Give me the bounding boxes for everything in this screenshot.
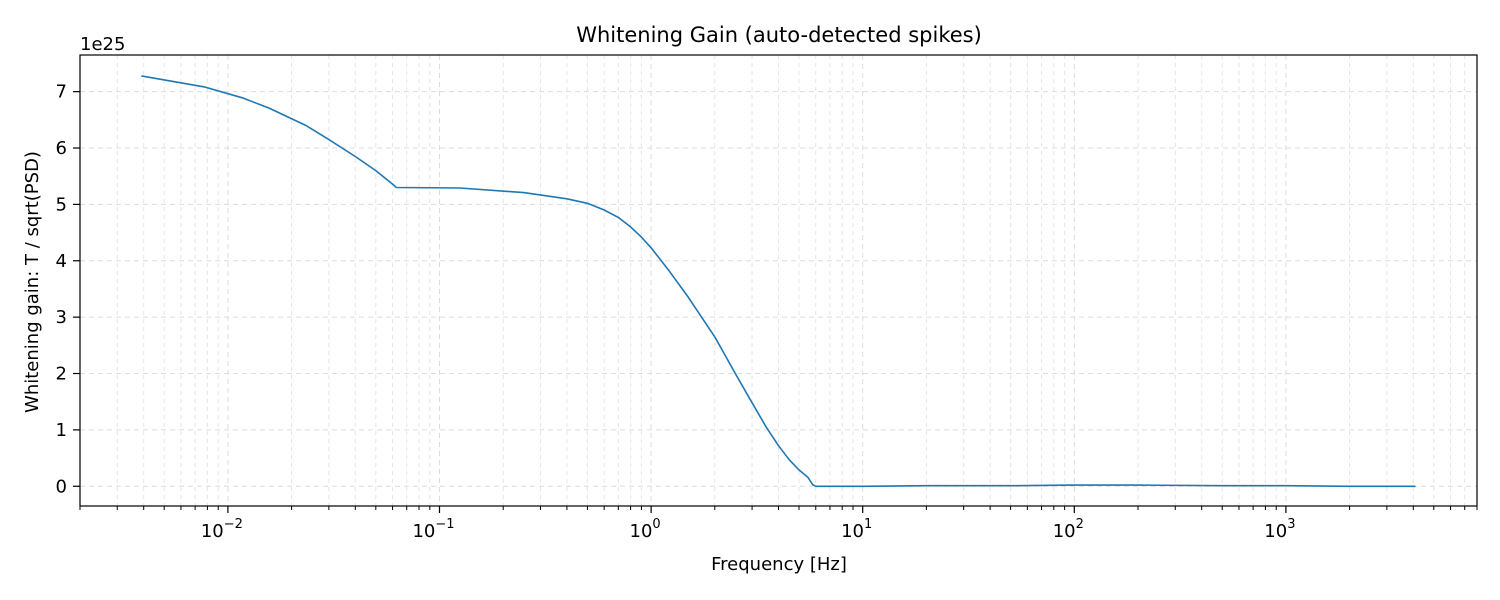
y-tick-label: 7 xyxy=(56,82,67,103)
x-tick-label: 102 xyxy=(1053,517,1084,542)
x-axis-ticks: 10−2 10−1 100 101 102 103 xyxy=(79,506,1478,542)
y-tick-label: 2 xyxy=(56,364,67,385)
x-tick-label: 10−2 xyxy=(201,517,243,542)
x-tick-label: 100 xyxy=(630,517,661,542)
y-tick-label: 4 xyxy=(56,251,67,272)
series-layer xyxy=(141,75,1416,488)
y-offset-label: 1e25 xyxy=(80,34,125,55)
y-axis-ticks: 0 1 2 3 4 5 6 7 xyxy=(56,82,80,497)
y-tick-label: 0 xyxy=(56,476,67,497)
x-tick-label: 10−1 xyxy=(412,517,454,542)
y-tick-label: 1 xyxy=(56,420,67,441)
y-tick-label: 5 xyxy=(56,194,67,215)
x-tick-label: 103 xyxy=(1264,517,1295,542)
y-axis-label: Whitening gain: T / sqrt(PSD) xyxy=(22,151,43,413)
chart-title: Whitening Gain (auto-detected spikes) xyxy=(576,23,982,47)
y-tick-label: 3 xyxy=(56,307,67,328)
y-tick-label: 6 xyxy=(56,138,67,159)
minor-grid xyxy=(79,55,1478,506)
whitening-gain-line xyxy=(141,75,1416,488)
x-axis-label: Frequency [Hz] xyxy=(711,554,847,575)
x-tick-label: 101 xyxy=(841,517,872,542)
